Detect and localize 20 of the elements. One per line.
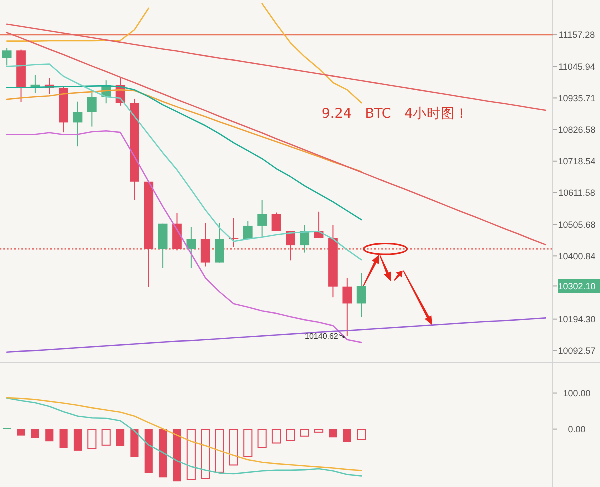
y-tick-label: 10400.84 — [558, 251, 596, 262]
y-tick-label: 10194.30 — [558, 314, 596, 325]
line-series — [6, 318, 547, 354]
y-tick-label: 0.00 — [568, 424, 586, 435]
y-tick-label: 10505.68 — [558, 220, 596, 230]
annotation: 10140.62 — [305, 332, 339, 341]
line-series — [6, 64, 362, 261]
y-tick-label: 10935.71 — [558, 93, 596, 104]
text: 9.24 BTC 4小时图！ — [322, 106, 470, 122]
y-tick-label: 10092.57 — [558, 346, 596, 356]
y-tick-label: 10611.58 — [558, 188, 596, 198]
y-tick-label: 10826.58 — [558, 124, 596, 135]
y-tick-label: 10718.54 — [558, 156, 596, 167]
line-series — [6, 130, 362, 344]
y-tick-label: 11045.94 — [558, 62, 596, 72]
line-series — [6, 85, 362, 221]
line-series — [6, 32, 547, 246]
y-tick-label: 11157.28 — [558, 30, 596, 40]
y-tick-label: 100.00 — [563, 388, 591, 398]
y-tick-label: 10302.10 — [558, 281, 596, 292]
